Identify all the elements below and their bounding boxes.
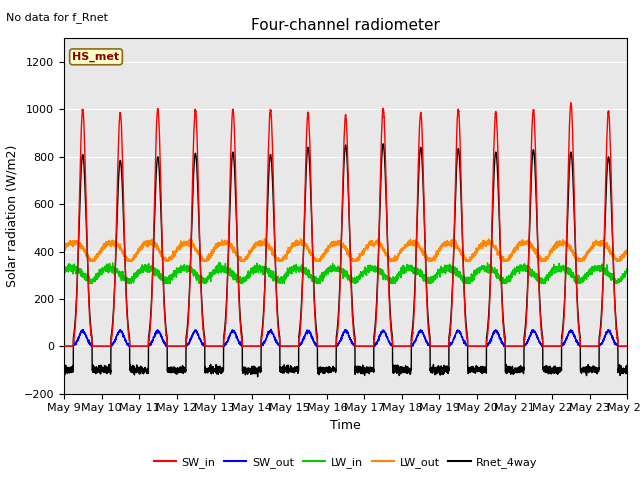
Text: HS_met: HS_met [72, 52, 120, 62]
Title: Four-channel radiometer: Four-channel radiometer [251, 18, 440, 33]
Y-axis label: Solar radiation (W/m2): Solar radiation (W/m2) [5, 145, 18, 287]
Text: No data for f_Rnet: No data for f_Rnet [6, 12, 108, 23]
Legend: SW_in, SW_out, LW_in, LW_out, Rnet_4way: SW_in, SW_out, LW_in, LW_out, Rnet_4way [149, 453, 542, 472]
X-axis label: Time: Time [330, 419, 361, 432]
